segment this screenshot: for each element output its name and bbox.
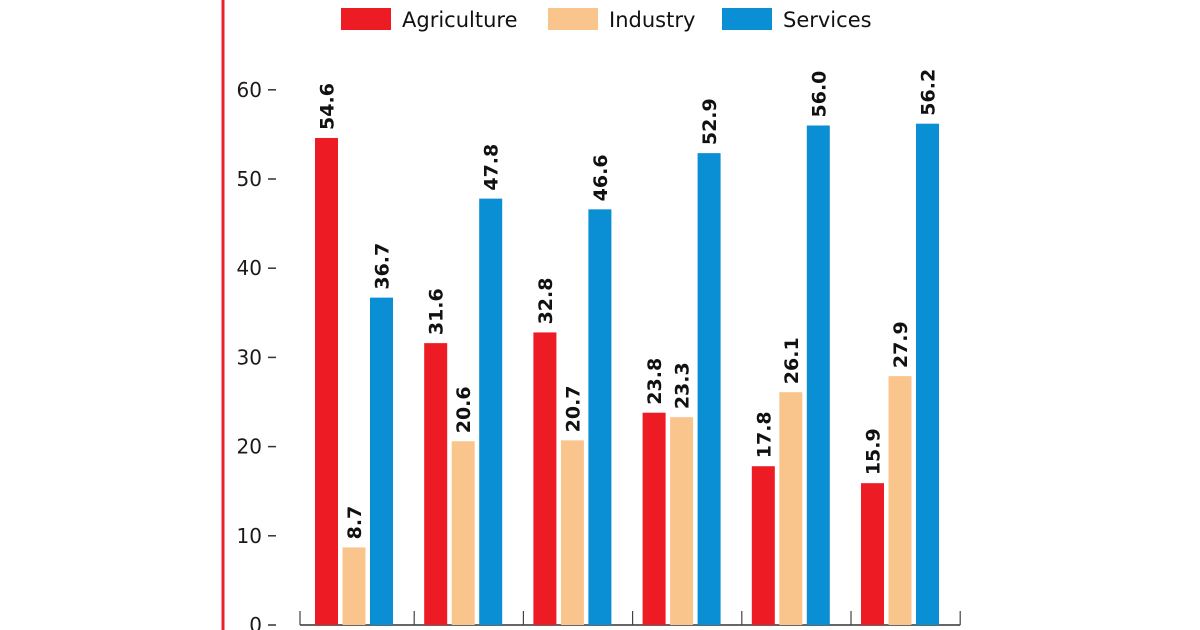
bar-agriculture-5 bbox=[751, 466, 775, 625]
data-label-agriculture-5: 17.8 bbox=[753, 411, 775, 458]
data-label-agriculture-6: 15.9 bbox=[863, 428, 885, 475]
data-label-industry-5: 26.1 bbox=[781, 337, 803, 384]
y-tick-label: 0 bbox=[249, 613, 262, 630]
data-label-services-2: 47.8 bbox=[481, 144, 503, 191]
y-tick-label: 50 bbox=[237, 167, 262, 191]
bar-services-5 bbox=[806, 125, 830, 625]
y-tick-label: 10 bbox=[237, 524, 262, 548]
bar-industry-5 bbox=[779, 392, 803, 625]
value-labels: 54.6 31.6 32.8 23.8 17.8 15.9 8.7 20.6 20.7 23.3 2… bbox=[317, 69, 940, 540]
data-label-agriculture-3: 32.8 bbox=[535, 278, 557, 325]
legend-label-agriculture: Agriculture bbox=[402, 8, 518, 32]
y-tick-label: 30 bbox=[237, 345, 262, 369]
data-label-services-4: 52.9 bbox=[699, 98, 721, 145]
data-label-agriculture-1: 54.6 bbox=[317, 83, 339, 130]
data-label-services-3: 46.6 bbox=[590, 154, 612, 201]
y-tick-label: 60 bbox=[237, 78, 262, 102]
bar-industry-1 bbox=[342, 547, 366, 625]
bars bbox=[315, 123, 939, 626]
legend: Agriculture Industry Services bbox=[341, 8, 872, 32]
data-label-agriculture-2: 31.6 bbox=[426, 288, 448, 335]
data-label-industry-6: 27.9 bbox=[890, 321, 912, 368]
y-axis: 0 10 20 30 40 50 60 bbox=[237, 78, 276, 630]
data-label-industry-3: 20.7 bbox=[562, 385, 584, 432]
bar-agriculture-1 bbox=[315, 137, 338, 625]
bar-agriculture-2 bbox=[424, 343, 448, 625]
bar-agriculture-4 bbox=[642, 412, 666, 625]
legend-label-industry: Industry bbox=[609, 8, 695, 32]
legend-label-services: Services bbox=[783, 8, 872, 32]
bar-agriculture-6 bbox=[861, 483, 884, 625]
data-label-agriculture-4: 23.8 bbox=[644, 358, 666, 405]
data-label-services-5: 56.0 bbox=[808, 71, 830, 118]
data-label-industry-2: 20.6 bbox=[453, 386, 475, 433]
legend-swatch-agriculture bbox=[341, 8, 391, 30]
bar-industry-3 bbox=[560, 440, 584, 625]
bar-industry-4 bbox=[670, 417, 694, 625]
y-tick-label: 20 bbox=[237, 435, 262, 459]
bar-agriculture-3 bbox=[533, 332, 557, 625]
data-label-services-1: 36.7 bbox=[372, 243, 394, 290]
bar-services-1 bbox=[370, 297, 393, 625]
data-label-industry-1: 8.7 bbox=[344, 506, 366, 540]
bar-services-6 bbox=[916, 123, 939, 626]
bar-industry-6 bbox=[888, 376, 912, 625]
data-label-services-6: 56.2 bbox=[918, 69, 940, 116]
legend-swatch-industry bbox=[548, 8, 598, 30]
x-axis bbox=[299, 611, 961, 626]
bar-industry-2 bbox=[451, 441, 475, 625]
bar-services-4 bbox=[697, 153, 721, 625]
legend-swatch-services bbox=[722, 8, 772, 30]
data-label-industry-4: 23.3 bbox=[672, 362, 694, 409]
y-tick-label: 40 bbox=[237, 256, 262, 280]
bar-services-2 bbox=[479, 198, 503, 625]
bar-services-3 bbox=[588, 209, 612, 625]
